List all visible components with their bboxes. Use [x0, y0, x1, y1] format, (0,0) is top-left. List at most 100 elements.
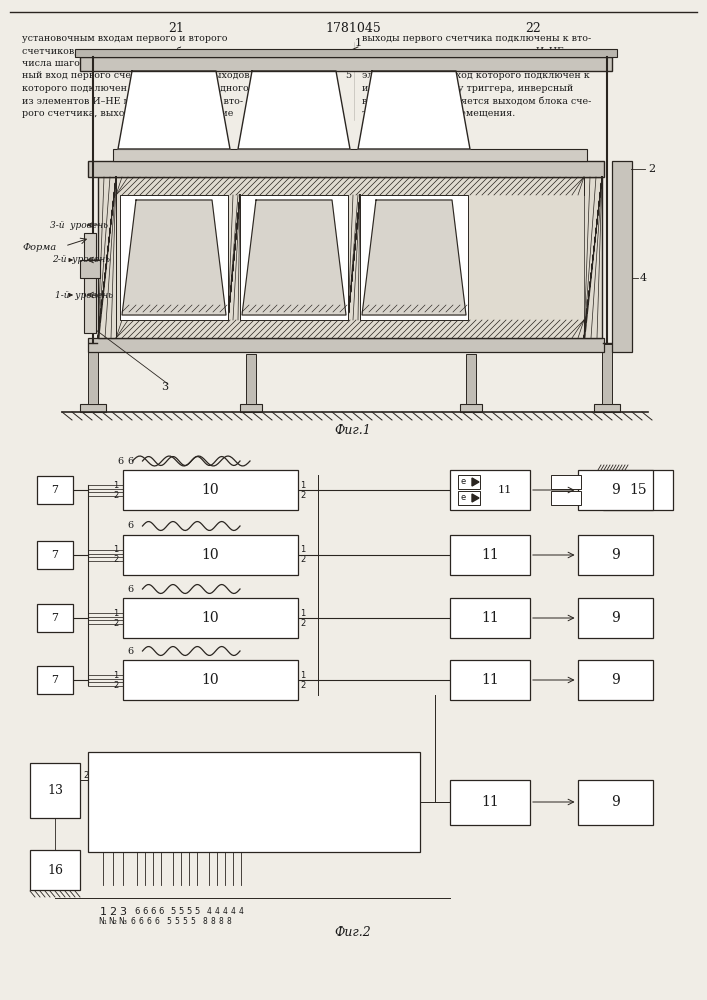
Bar	[450, 660, 530, 700]
Polygon shape	[362, 200, 466, 315]
Bar	[113, 149, 587, 161]
Text: 5: 5	[175, 918, 180, 926]
Bar	[120, 195, 228, 320]
Bar	[116, 177, 584, 195]
Bar	[578, 598, 653, 638]
Text: 7: 7	[52, 613, 59, 623]
Text: счетчиков, четвертым входом блока счета: счетчиков, четвертым входом блока счета	[22, 46, 237, 56]
Bar	[80, 57, 612, 71]
Bar	[240, 404, 262, 412]
Bar	[98, 177, 602, 338]
Text: 6: 6	[134, 908, 140, 916]
Text: 1: 1	[113, 670, 119, 680]
Text: N₃: N₃	[119, 918, 127, 926]
Text: 3: 3	[119, 907, 127, 917]
Text: 10: 10	[201, 611, 218, 625]
Bar	[551, 491, 581, 505]
Text: N₂: N₂	[109, 918, 117, 926]
Text: Фиг.2: Фиг.2	[334, 926, 371, 938]
Text: 1: 1	[354, 38, 361, 48]
Bar	[551, 475, 581, 489]
Bar	[88, 338, 604, 352]
Text: числа шагов перемещения является счет-: числа шагов перемещения является счет-	[22, 59, 236, 68]
Text: 6: 6	[146, 918, 151, 926]
Bar	[466, 354, 476, 404]
Text: 22: 22	[525, 22, 541, 35]
Text: ходы которых подключены к входам: ходы которых подключены к входам	[362, 59, 546, 68]
Text: 6: 6	[131, 918, 136, 926]
Text: 4: 4	[214, 908, 219, 916]
Text: 8: 8	[218, 918, 223, 926]
Polygon shape	[472, 494, 479, 502]
Bar	[594, 404, 620, 412]
Text: 7: 7	[52, 550, 59, 560]
Text: 5: 5	[182, 918, 187, 926]
Text: 6: 6	[127, 647, 134, 656]
Text: ный вход первого счетчика, один из выходов: ный вход первого счетчика, один из выход…	[22, 72, 250, 81]
Text: 5: 5	[170, 908, 175, 916]
Text: 1-й  уровень: 1-й уровень	[55, 290, 113, 300]
Text: 10: 10	[201, 483, 218, 497]
Text: 15: 15	[629, 483, 647, 497]
Text: 1781045: 1781045	[325, 22, 381, 35]
Text: N₁: N₁	[98, 918, 107, 926]
Text: 7: 7	[52, 485, 59, 495]
Text: выход которого является выходом блока сче-: выход которого является выходом блока сч…	[362, 97, 591, 106]
Text: выходы первого счетчика подключены к вто-: выходы первого счетчика подключены к вто…	[362, 34, 591, 43]
Text: 1: 1	[300, 481, 305, 489]
Bar	[450, 780, 530, 824]
Polygon shape	[122, 200, 226, 315]
Bar	[578, 780, 653, 824]
Bar	[122, 660, 298, 700]
Text: 3: 3	[161, 382, 168, 392]
Bar	[37, 476, 73, 504]
Bar	[30, 762, 80, 818]
Text: из элементов И–НЕ и к счетному входу вто-: из элементов И–НЕ и к счетному входу вто…	[22, 97, 243, 105]
Bar	[98, 177, 116, 338]
Text: 6: 6	[151, 908, 156, 916]
Text: 2: 2	[300, 618, 305, 628]
Bar	[450, 535, 530, 575]
Text: 10: 10	[201, 548, 218, 562]
Bar	[37, 666, 73, 694]
Text: 2: 2	[110, 907, 117, 917]
Polygon shape	[242, 200, 346, 315]
Text: Форма: Форма	[22, 243, 57, 252]
Text: инверсному S-входу триггера, инверсный: инверсному S-входу триггера, инверсный	[362, 84, 573, 93]
Bar	[603, 470, 673, 510]
Polygon shape	[358, 71, 470, 149]
Bar	[88, 161, 604, 177]
Text: 16: 16	[47, 863, 63, 876]
Text: рого счетчика, выходы которого и другие: рого счетчика, выходы которого и другие	[22, 109, 233, 118]
Text: 4: 4	[206, 908, 211, 916]
Bar	[360, 195, 468, 320]
Text: 1: 1	[300, 546, 305, 554]
Text: 8: 8	[211, 918, 216, 926]
Text: 5: 5	[191, 918, 195, 926]
Text: 10: 10	[201, 673, 218, 687]
Text: 11: 11	[481, 673, 499, 687]
Text: 1: 1	[113, 481, 119, 489]
Text: 2: 2	[113, 680, 119, 690]
Text: рым входам остальных элементов И–НЕ, вы-: рым входам остальных элементов И–НЕ, вы-	[362, 46, 586, 55]
Bar	[578, 660, 653, 700]
Text: 6: 6	[139, 918, 144, 926]
Text: 2: 2	[113, 618, 119, 628]
Bar	[612, 161, 632, 352]
Text: 4: 4	[238, 908, 243, 916]
Text: которого подключен к второму входу одного: которого подключен к второму входу одног…	[22, 84, 249, 93]
Bar	[122, 598, 298, 638]
Text: e: e	[460, 493, 466, 502]
Bar	[246, 354, 256, 404]
Bar	[84, 233, 96, 333]
Text: 4: 4	[223, 908, 228, 916]
Text: 11: 11	[481, 548, 499, 562]
Bar	[584, 177, 602, 338]
Text: 7: 7	[52, 675, 59, 685]
Text: 6: 6	[142, 908, 148, 916]
Text: 1: 1	[113, 608, 119, 617]
Text: 4: 4	[230, 908, 235, 916]
Text: 5: 5	[194, 908, 199, 916]
Text: та числа шагов перемещения.: та числа шагов перемещения.	[362, 109, 515, 118]
Bar	[30, 850, 80, 890]
